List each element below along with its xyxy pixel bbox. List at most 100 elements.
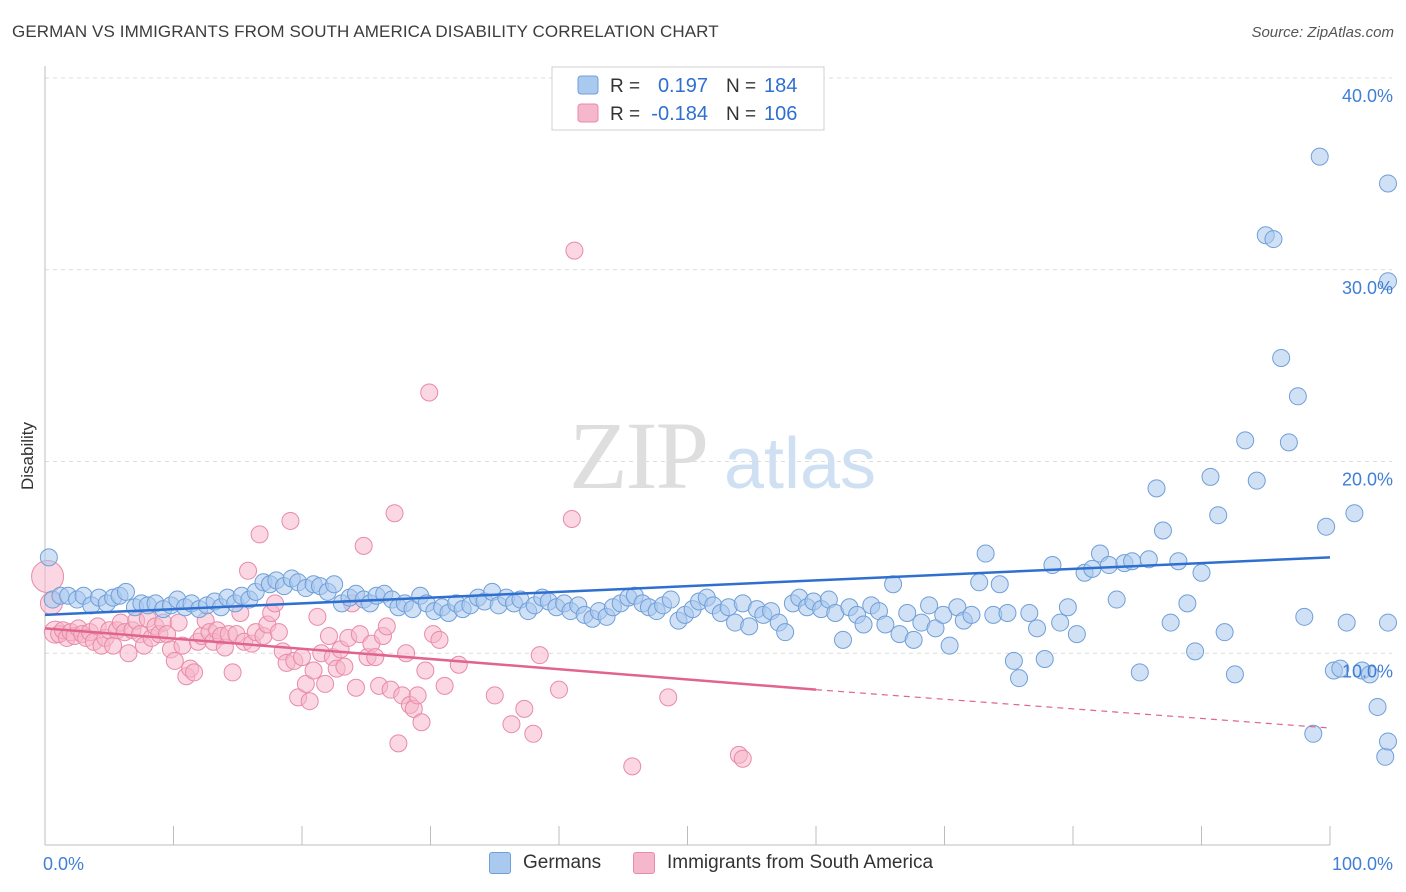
trendline-germans <box>44 556 1331 617</box>
point-immigrants <box>502 715 521 734</box>
point-germans <box>1264 230 1283 249</box>
legend-r-value-2: -0.184 <box>651 103 708 125</box>
point-immigrants <box>550 680 568 699</box>
trendline-immigrants-extrapolated <box>815 689 1331 729</box>
legend-n-value-1: 184 <box>764 75 797 97</box>
point-immigrants <box>300 692 319 711</box>
point-germans <box>661 590 680 609</box>
watermark-atlas: atlas <box>724 424 876 504</box>
point-germans <box>1345 504 1364 523</box>
point-germans <box>962 605 981 624</box>
point-germans <box>1236 431 1255 450</box>
point-immigrants <box>389 734 408 753</box>
axes <box>44 66 1331 846</box>
series-germans-points <box>39 147 1397 766</box>
point-germans <box>904 630 923 649</box>
point-immigrants <box>185 663 204 682</box>
point-immigrants <box>524 724 543 743</box>
point-germans <box>1035 650 1054 669</box>
point-germans <box>1379 174 1397 193</box>
point-germans <box>1186 642 1205 661</box>
legend-r-value-1: 0.197 <box>658 75 708 97</box>
y-tick-labels: 10.0% 20.0% 30.0% 40.0% <box>1342 86 1393 681</box>
point-immigrants <box>623 757 642 776</box>
point-germans <box>1379 732 1397 751</box>
point-immigrants <box>377 617 396 636</box>
point-immigrants <box>485 686 504 705</box>
legend-label-immigrants: Immigrants from South America <box>667 852 934 873</box>
legend-swatch-germans-bottom <box>489 852 511 874</box>
point-germans <box>1368 697 1387 716</box>
point-immigrants <box>416 661 435 680</box>
point-germans <box>1107 590 1126 609</box>
y-axis-label: Disability <box>18 421 37 490</box>
point-germans <box>1004 651 1023 670</box>
point-germans <box>1028 619 1047 638</box>
legend-n-label-1: N = <box>726 76 756 97</box>
point-germans <box>1010 669 1029 688</box>
point-germans <box>116 582 135 601</box>
point-germans <box>998 603 1017 622</box>
point-immigrants <box>169 613 188 632</box>
point-germans <box>1130 663 1149 682</box>
point-germans <box>1099 556 1118 575</box>
legend-label-germans: Germans <box>523 852 602 873</box>
y-tick-label: 40.0% <box>1342 86 1393 106</box>
point-immigrants <box>104 636 123 655</box>
legend-n-value-2: 106 <box>764 103 797 125</box>
y-tick-label: 20.0% <box>1342 470 1393 490</box>
point-germans <box>920 596 939 615</box>
x-tick-label-max: 100.0% <box>1332 854 1393 874</box>
legend-r-label-1: R = <box>610 76 640 97</box>
point-germans <box>934 605 953 624</box>
legend-bottom: Germans Immigrants from South America <box>0 852 1406 878</box>
point-germans <box>325 575 344 594</box>
point-germans <box>898 603 917 622</box>
point-germans <box>1360 665 1379 684</box>
point-immigrants <box>346 678 365 697</box>
point-immigrants <box>165 651 184 670</box>
trend-lines <box>44 556 1331 729</box>
point-immigrants <box>223 663 242 682</box>
point-immigrants <box>354 536 373 555</box>
point-immigrants <box>239 561 258 580</box>
point-germans <box>1215 623 1234 642</box>
y-tick-label: 10.0% <box>1342 661 1393 681</box>
x-tick-labels: 0.0% 100.0% <box>43 854 1393 874</box>
source-credit: Source: ZipAtlas.com <box>1251 24 1394 41</box>
point-germans <box>1169 552 1188 571</box>
point-germans <box>1331 659 1350 678</box>
point-immigrants <box>293 648 311 667</box>
point-germans <box>1139 550 1158 569</box>
point-immigrants <box>296 674 315 693</box>
point-immigrants <box>412 713 431 732</box>
point-germans <box>1051 613 1070 632</box>
point-germans <box>833 630 852 649</box>
point-germans <box>1147 479 1166 498</box>
legend-r-label-2: R = <box>610 104 640 125</box>
x-tick-label-min: 0.0% <box>43 854 84 874</box>
point-germans <box>1209 506 1228 525</box>
point-immigrants <box>408 686 427 705</box>
point-germans <box>740 617 759 636</box>
point-immigrants <box>119 644 138 663</box>
point-germans <box>1376 747 1395 766</box>
point-immigrants <box>420 383 439 402</box>
point-immigrants <box>366 648 385 667</box>
point-germans <box>1247 471 1266 490</box>
point-germans <box>970 573 989 592</box>
point-germans <box>776 623 795 642</box>
point-germans <box>39 548 58 567</box>
point-germans <box>940 636 959 655</box>
point-immigrants <box>515 699 534 718</box>
legend-swatch-immigrants <box>577 103 599 123</box>
point-germans <box>1201 467 1220 486</box>
point-immigrants <box>350 625 369 644</box>
point-germans <box>1192 563 1211 582</box>
legend-item-germans: Germans <box>489 852 601 874</box>
point-germans <box>854 615 873 634</box>
point-immigrants <box>250 525 269 544</box>
point-germans <box>990 575 1009 594</box>
point-immigrants <box>335 657 354 676</box>
